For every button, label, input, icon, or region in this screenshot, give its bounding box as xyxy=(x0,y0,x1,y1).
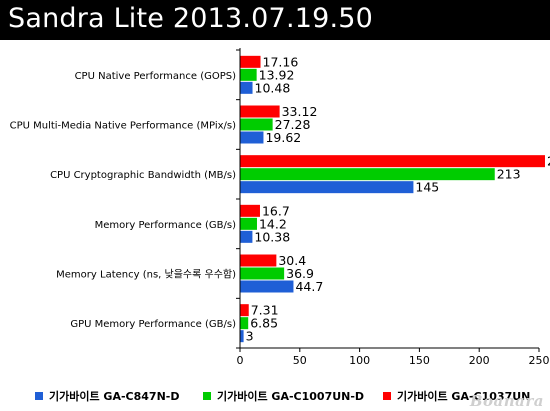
bar xyxy=(240,217,257,230)
bar xyxy=(240,280,294,293)
data-label: 213 xyxy=(497,167,521,182)
bar xyxy=(240,181,414,194)
data-label: 7.31 xyxy=(251,303,279,318)
x-tick-label: 200 xyxy=(469,354,490,367)
data-label: 27.28 xyxy=(275,117,311,132)
data-label: 13.92 xyxy=(259,67,295,82)
bar xyxy=(240,55,261,68)
bar xyxy=(240,81,253,94)
category-label: Memory Performance (GB/s) xyxy=(95,220,236,231)
data-label: 17.16 xyxy=(263,54,299,69)
bar xyxy=(240,254,277,267)
bar xyxy=(240,204,260,217)
data-label: 10.48 xyxy=(255,80,291,95)
data-label: 16.7 xyxy=(262,203,290,218)
data-label: 255 xyxy=(547,154,550,169)
data-label: 10.38 xyxy=(254,229,290,244)
bar xyxy=(240,267,285,280)
category-label: GPU Memory Performance (GB/s) xyxy=(70,319,236,330)
x-tick-label: 0 xyxy=(237,354,244,367)
bar-chart: CPU Native Performance (GOPS)17.1613.921… xyxy=(10,48,550,367)
bar xyxy=(240,304,249,317)
title-bar: Sandra Lite 2013.07.19.50 xyxy=(0,0,550,40)
data-label: 44.7 xyxy=(295,279,323,294)
legend-label: 기가바이트 GA-C1037UN xyxy=(397,390,531,403)
bar xyxy=(240,230,253,243)
bar xyxy=(240,168,495,181)
legend-item: 기가바이트 GA-C1037UN xyxy=(383,388,530,404)
x-tick-label: 50 xyxy=(293,354,307,367)
legend-label: 기가바이트 GA-C847N-D xyxy=(49,390,180,403)
bar xyxy=(240,131,264,144)
bar xyxy=(240,155,545,168)
legend-swatch xyxy=(35,392,43,400)
legend-swatch xyxy=(383,392,391,400)
legend-label: 기가바이트 GA-C1007UN-D xyxy=(217,390,365,403)
data-label: 145 xyxy=(415,180,439,195)
legend: 기가바이트 GA-C847N-D 기가바이트 GA-C1007UN-D 기가바이트 … xyxy=(0,386,550,406)
data-label: 6.85 xyxy=(250,316,278,331)
category-label: CPU Native Performance (GOPS) xyxy=(75,71,237,82)
bar xyxy=(240,68,257,81)
legend-item: 기가바이트 GA-C1007UN-D xyxy=(203,388,364,404)
bar xyxy=(240,118,273,131)
legend-swatch xyxy=(203,392,211,400)
data-label: 36.9 xyxy=(286,266,314,281)
watermark: Boanara xyxy=(469,392,544,410)
legend-item: 기가바이트 GA-C847N-D xyxy=(35,388,179,404)
bar xyxy=(240,330,244,343)
data-label: 19.62 xyxy=(265,130,301,145)
bar xyxy=(240,105,280,118)
chart-title: Sandra Lite 2013.07.19.50 xyxy=(8,3,374,34)
category-label: CPU Multi-Media Native Performance (MPix… xyxy=(10,121,236,132)
data-label: 14.2 xyxy=(259,216,287,231)
x-tick-label: 150 xyxy=(409,354,430,367)
data-label: 33.12 xyxy=(282,104,318,119)
category-label: CPU Cryptographic Bandwidth (MB/s) xyxy=(50,170,236,181)
category-label: Memory Latency (ns, 낮을수록 우수함) xyxy=(56,269,236,281)
x-tick-label: 100 xyxy=(349,354,370,367)
x-tick-label: 250 xyxy=(529,354,550,367)
bar xyxy=(240,317,249,330)
data-label: 3 xyxy=(246,329,254,344)
data-label: 30.4 xyxy=(278,253,306,268)
